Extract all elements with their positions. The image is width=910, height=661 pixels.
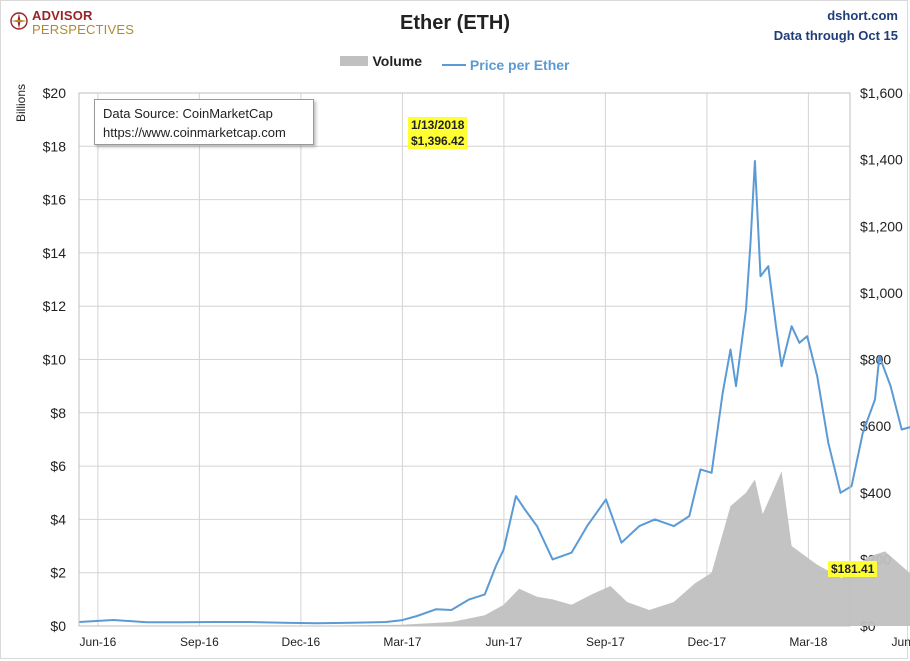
data-source-label: Data Source: CoinMarketCap xyxy=(103,106,273,121)
plot-area-border xyxy=(78,92,851,627)
right-tick-label: $1,400 xyxy=(860,152,903,168)
left-tick-label: $6 xyxy=(50,458,66,474)
peak-date: 1/13/2018 xyxy=(411,118,465,132)
left-tick-label: $12 xyxy=(43,298,67,314)
legend-volume-label: Volume xyxy=(372,53,423,69)
x-tick-label: Mar-17 xyxy=(383,635,421,649)
left-tick-label: $14 xyxy=(43,245,67,261)
right-tick-label: $1,000 xyxy=(860,285,903,301)
right-tick-label: $400 xyxy=(860,485,891,501)
legend-price-label: Price per Ether xyxy=(469,57,570,73)
source-site: dshort.com xyxy=(827,8,898,23)
x-tick-label: Sep-17 xyxy=(586,635,625,649)
data-source-box: Data Source: CoinMarketCap https://www.c… xyxy=(94,99,314,145)
logo-text-advisor: ADVISOR xyxy=(32,8,93,23)
right-tick-label: $800 xyxy=(860,352,891,368)
x-tick-label: Dec-16 xyxy=(282,635,321,649)
x-tick-label: Sep-16 xyxy=(180,635,219,649)
compass-rose-icon xyxy=(10,12,28,30)
right-tick-label: $600 xyxy=(860,418,891,434)
volume-area xyxy=(79,471,910,626)
peak-value: $1,396.42 xyxy=(411,134,465,148)
x-tick-label: Jun-18 xyxy=(892,635,910,649)
left-tick-label: $16 xyxy=(43,192,67,208)
right-tick-label: $1,200 xyxy=(860,218,903,234)
price-line xyxy=(78,160,910,625)
left-tick-label: $10 xyxy=(43,352,67,368)
x-tick-label: Jun-16 xyxy=(80,635,117,649)
left-tick-label: $18 xyxy=(43,138,67,154)
left-tick-label: $4 xyxy=(50,511,66,527)
data-source-url: https://www.coinmarketcap.com xyxy=(103,125,286,140)
volume-swatch xyxy=(340,56,369,66)
left-tick-label: $8 xyxy=(50,405,66,421)
chart-legend: Volume Price per Ether xyxy=(0,53,910,73)
advisor-perspectives-logo: ADVISOR PERSPECTIVES xyxy=(10,8,150,42)
left-tick-label: $2 xyxy=(50,565,66,581)
x-tick-label: Dec-17 xyxy=(688,635,727,649)
peak-price-annotation: 1/13/2018 $1,396.42 xyxy=(408,117,468,149)
data-through-date: Data through Oct 15 xyxy=(773,28,898,43)
x-tick-label: Mar-18 xyxy=(789,635,827,649)
source-info: dshort.com Data through Oct 15 xyxy=(774,6,898,46)
left-tick-label: $0 xyxy=(50,618,66,634)
logo-text-perspectives: PERSPECTIVES xyxy=(32,22,135,37)
right-tick-label: $1,600 xyxy=(860,85,903,101)
x-tick-label: Jun-17 xyxy=(486,635,523,649)
left-tick-label: $20 xyxy=(43,85,67,101)
legend-item-volume: Volume xyxy=(340,53,422,69)
legend-item-price: Price per Ether xyxy=(441,57,570,73)
price-swatch xyxy=(441,64,466,66)
last-price-annotation: $181.41 xyxy=(828,561,878,577)
